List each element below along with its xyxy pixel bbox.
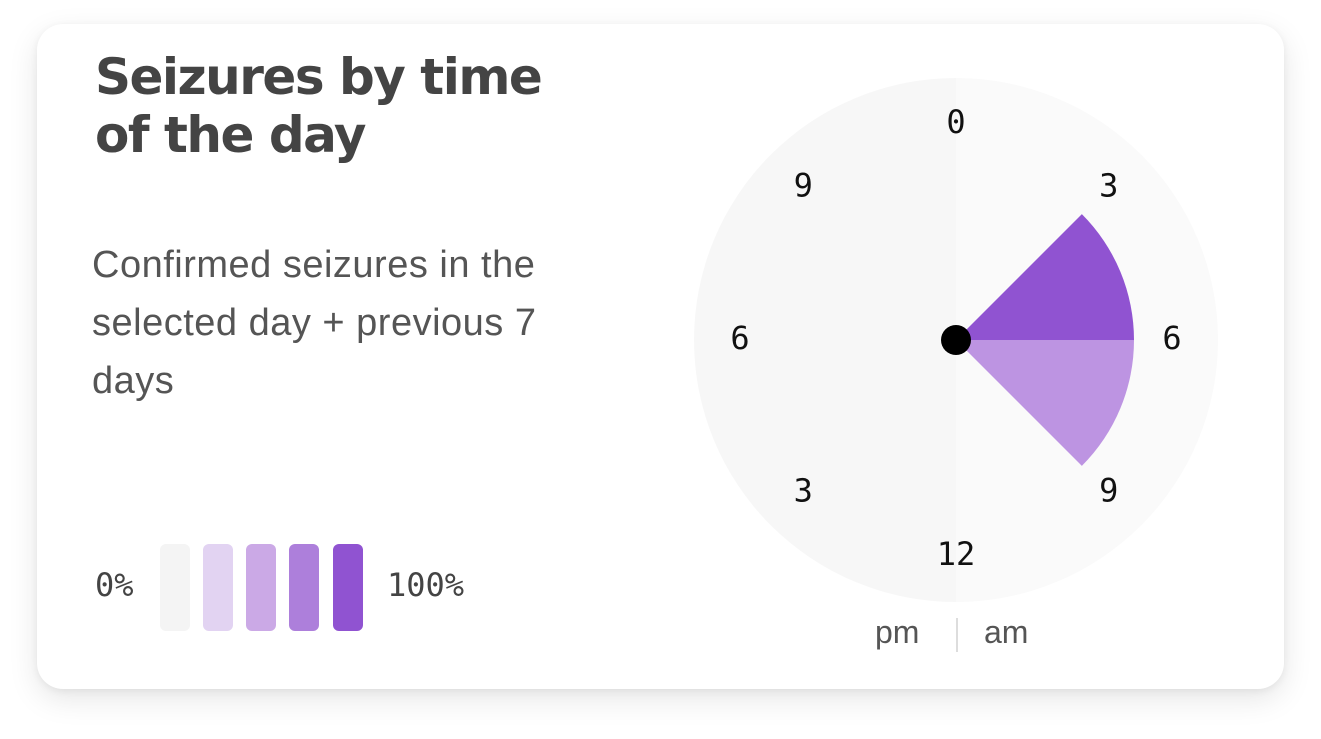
hour-labels-layer: 0 3 6 9 12 3 6 9 — [730, 103, 1181, 573]
legend-swatch-1 — [160, 544, 190, 631]
hour-label-9: 9 — [1099, 472, 1118, 510]
seizure-time-card: Seizures by time of the day Confirmed se… — [37, 24, 1284, 689]
clock-center-dot — [941, 325, 971, 355]
hour-label-12: 12 — [937, 535, 976, 573]
legend-swatch-2 — [203, 544, 233, 631]
legend-swatch-3 — [246, 544, 276, 631]
am-label: am — [984, 614, 1029, 650]
legend-max-label: 100% — [387, 566, 465, 604]
legend-swatch-5 — [333, 544, 363, 631]
pm-label: pm — [875, 614, 920, 650]
clock-chart: 0 3 6 9 12 3 6 9 — [694, 78, 1218, 602]
segment-wedge-1 — [956, 214, 1134, 340]
hour-label-21: 9 — [794, 166, 813, 204]
hour-label-6: 6 — [1162, 319, 1181, 357]
hour-label-15: 3 — [794, 472, 813, 510]
hour-label-18: 6 — [730, 319, 749, 357]
half-divider — [956, 618, 958, 652]
legend-swatch-4 — [289, 544, 319, 631]
legend-min-label: 0% — [95, 566, 134, 604]
card-title: Seizures by time of the day — [95, 48, 543, 164]
clock-face-pm — [694, 78, 956, 602]
hour-label-3: 3 — [1099, 166, 1118, 204]
hour-label-0: 0 — [946, 103, 965, 141]
segment-wedge-2 — [956, 340, 1134, 466]
card-subtitle: Confirmed seizures in the selected day +… — [92, 244, 537, 402]
segments-layer — [956, 214, 1134, 466]
